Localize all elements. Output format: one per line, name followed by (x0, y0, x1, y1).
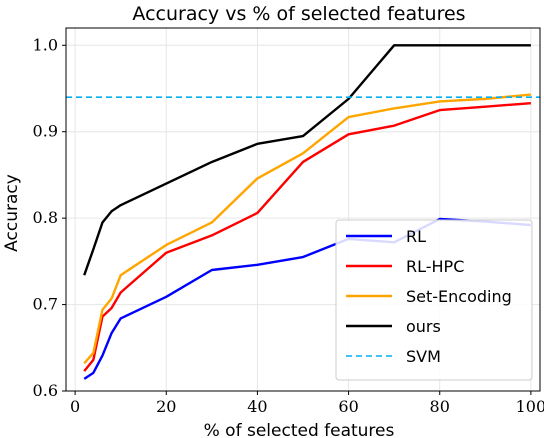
plot-frame (65, 27, 541, 392)
legend-box (335, 219, 533, 381)
y-tick-label: 0.7 (33, 295, 58, 314)
legend-label-ours: ours (406, 317, 441, 336)
series-line-rl-hpc (83, 101, 531, 372)
legend-label-rl-hpc: RL-HPC (406, 257, 464, 276)
legend-label-set-encoding: Set-Encoding (406, 287, 512, 306)
legend-label-svm: SVM (406, 347, 441, 366)
y-axis-label: Accuracy (2, 174, 22, 252)
series-line-ours (83, 44, 531, 276)
x-axis-label: % of selected features (204, 421, 395, 438)
axes: 0 20 40 60 80 100 0.6 0.7 0.8 0.9 1.0 (33, 27, 544, 416)
series-line-set-encoding (83, 93, 531, 365)
x-tick-label: 40 (247, 397, 267, 416)
legend: RL RL-HPC Set-Encoding ours SVM (335, 219, 533, 381)
chart-title: Accuracy vs % of selected features (132, 3, 465, 25)
x-tick-label: 80 (430, 397, 450, 416)
x-tick-label: 60 (338, 397, 358, 416)
x-tick-label: 20 (156, 397, 176, 416)
x-tick-label: 0 (70, 397, 80, 416)
y-tick-label: 0.9 (33, 122, 58, 141)
y-tick-label: 0.8 (33, 208, 58, 227)
legend-label-rl: RL (406, 227, 426, 246)
y-tick-label: 0.6 (33, 381, 58, 400)
x-tick-label: 100 (516, 397, 544, 416)
y-tick-label: 1.0 (33, 35, 58, 54)
